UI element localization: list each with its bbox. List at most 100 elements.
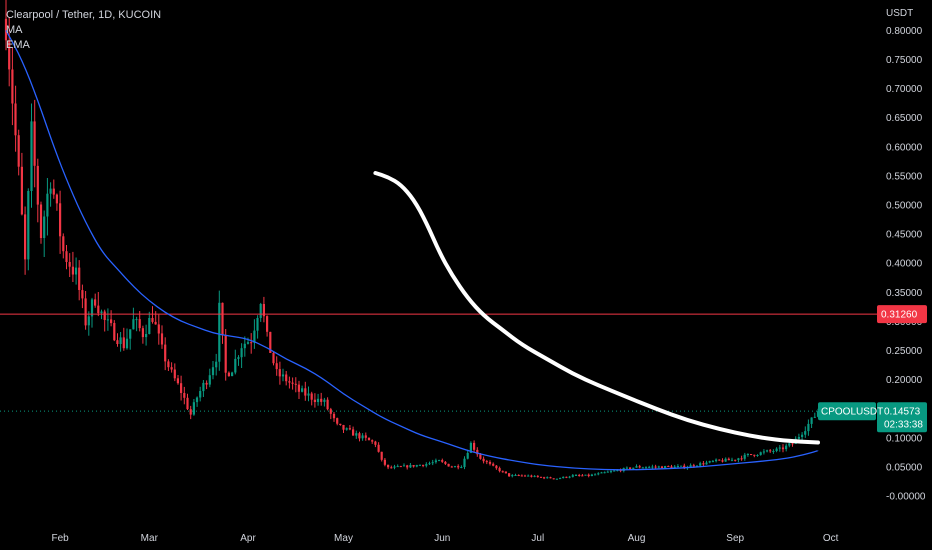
price-tick-label: 0.55000 (886, 171, 923, 182)
candle-body (549, 477, 552, 479)
price-tick-label: 0.25000 (886, 346, 923, 357)
candle-body (492, 463, 495, 466)
candle-body (262, 304, 265, 317)
price-tick-label: 0.20000 (886, 375, 923, 386)
candle-body (281, 374, 285, 377)
candle-body (431, 462, 434, 464)
candle-body (740, 458, 743, 460)
month-tick-label: Apr (240, 533, 256, 544)
candle-body (804, 431, 807, 435)
chart-title[interactable]: Clearpool / Tether, 1D, KUCOIN (6, 9, 162, 21)
candle-body (511, 475, 514, 477)
candle-body (807, 423, 810, 432)
candle-body (552, 478, 555, 480)
candle-body (253, 330, 256, 343)
candle-body (199, 391, 202, 398)
candle-body (352, 429, 355, 436)
price-tick-label: 0.65000 (886, 113, 923, 124)
candle-body (676, 466, 679, 467)
candle-body (399, 466, 402, 468)
candle-body (578, 475, 581, 476)
candle-body (418, 464, 421, 466)
candle-body (157, 324, 160, 334)
candle-body (635, 466, 638, 468)
candle-body (33, 121, 36, 166)
candle-body (778, 447, 781, 449)
candle-body (113, 323, 116, 341)
candle-body (434, 460, 437, 463)
candle-body (565, 476, 568, 478)
candle-body (539, 476, 543, 478)
candle-body (119, 337, 122, 344)
candle-body (785, 445, 788, 450)
candle-body (250, 342, 253, 344)
candle-body (110, 319, 113, 324)
candle-body (345, 428, 348, 430)
candle-body (301, 388, 304, 392)
price-tick-label: 0.05000 (886, 462, 923, 473)
candle-body (211, 367, 215, 376)
candle-body (125, 338, 129, 349)
candle-body (380, 451, 383, 460)
candle-body (269, 331, 272, 353)
candle-body (297, 384, 300, 392)
candle-body (4, 18, 8, 41)
symbol-tag (818, 402, 876, 421)
candle-body (122, 337, 125, 349)
candle-body (536, 475, 539, 477)
candle-body (285, 374, 288, 382)
candle-body (364, 435, 367, 438)
candle-body (660, 466, 664, 469)
candle-body (361, 435, 364, 439)
candle-body (597, 473, 600, 475)
time-axis[interactable]: Feb Mar Apr May Jun Jul Aug Sep Oct (51, 533, 838, 544)
candle-body (329, 409, 332, 414)
candle-body (266, 316, 269, 332)
candle-body (753, 454, 756, 456)
candle-body (702, 463, 705, 465)
price-axis[interactable]: USDT-0.000000.050000.100000.150000.20000… (818, 8, 927, 503)
candle-body (444, 461, 447, 464)
candle-body (348, 428, 351, 430)
candle-body (208, 375, 211, 385)
candle-body (527, 475, 530, 477)
candle-body (358, 433, 361, 439)
candle-body (466, 453, 469, 459)
candle-body (775, 448, 778, 451)
candle-body (482, 458, 485, 462)
candle-body (619, 470, 622, 472)
candle-body (730, 459, 734, 461)
candle-body (781, 447, 785, 450)
candle-body (406, 465, 409, 468)
candle-body (415, 465, 418, 467)
candle-body (721, 460, 724, 462)
candle-body (402, 465, 406, 467)
candle-body (479, 454, 482, 459)
candle-body (603, 472, 606, 474)
candle-body (667, 466, 670, 467)
ma-line (5, 30, 819, 471)
candle-body (546, 477, 549, 479)
candle-body (55, 194, 58, 204)
candle-body (810, 417, 813, 424)
candle-body (27, 191, 30, 260)
candle-body (240, 348, 243, 358)
candle-body (387, 464, 390, 468)
candle-body (62, 236, 65, 252)
candle-body (202, 382, 205, 392)
month-tick-label: Aug (628, 533, 646, 544)
candle-body (313, 399, 316, 402)
candle-body (164, 344, 167, 362)
ma-indicator-label[interactable]: MA (6, 24, 23, 36)
candle-body (756, 455, 759, 456)
candle-body (651, 466, 654, 468)
candle-body (14, 103, 17, 136)
candle-body (457, 466, 460, 468)
candle-body (39, 204, 43, 238)
candle-body (8, 40, 11, 70)
ema-indicator-label[interactable]: EMA (6, 39, 30, 51)
price-tick-label: 0.10000 (886, 433, 923, 444)
candle-body (632, 467, 635, 469)
candle-body (71, 266, 74, 275)
